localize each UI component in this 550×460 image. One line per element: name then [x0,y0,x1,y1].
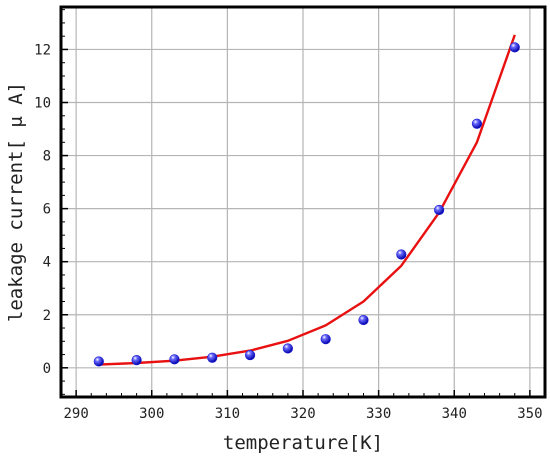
data-point [396,249,407,260]
axis-ticks: 290 300 310 320 330 340 350 0 2 4 6 8 10 12 [34,9,546,422]
data-point [93,356,104,367]
x-axis-title: temperature[K] [223,432,383,454]
x-tick-label: 330 [366,406,391,422]
fit-line-series [98,34,516,366]
x-tick-label: 290 [63,406,88,422]
x-tick-label: 320 [290,406,315,422]
y-tick-label: 6 [43,202,51,218]
x-tick-label: 310 [215,406,240,422]
y-tick-label: 10 [34,96,51,112]
data-point [244,349,256,361]
y-tick-label: 12 [34,42,51,58]
data-point [282,343,293,354]
y-tick-label: 0 [43,361,51,377]
data-point [131,355,142,366]
y-tick-label: 8 [43,149,51,165]
data-point [207,352,218,363]
y-tick-label: 2 [43,308,51,324]
data-point [471,118,483,129]
grid [61,7,545,397]
data-point [320,334,331,345]
x-tick-label: 340 [442,406,467,422]
data-point-series [93,42,520,367]
data-point [509,42,520,53]
y-axis-title: leakage current[ μ A] [5,82,27,322]
data-point [434,204,445,216]
x-tick-label: 350 [517,406,542,422]
y-tick-label: 4 [43,255,51,271]
data-point [358,314,369,326]
x-tick-label: 300 [139,406,164,422]
fit-line [98,34,516,366]
data-point [169,354,180,365]
